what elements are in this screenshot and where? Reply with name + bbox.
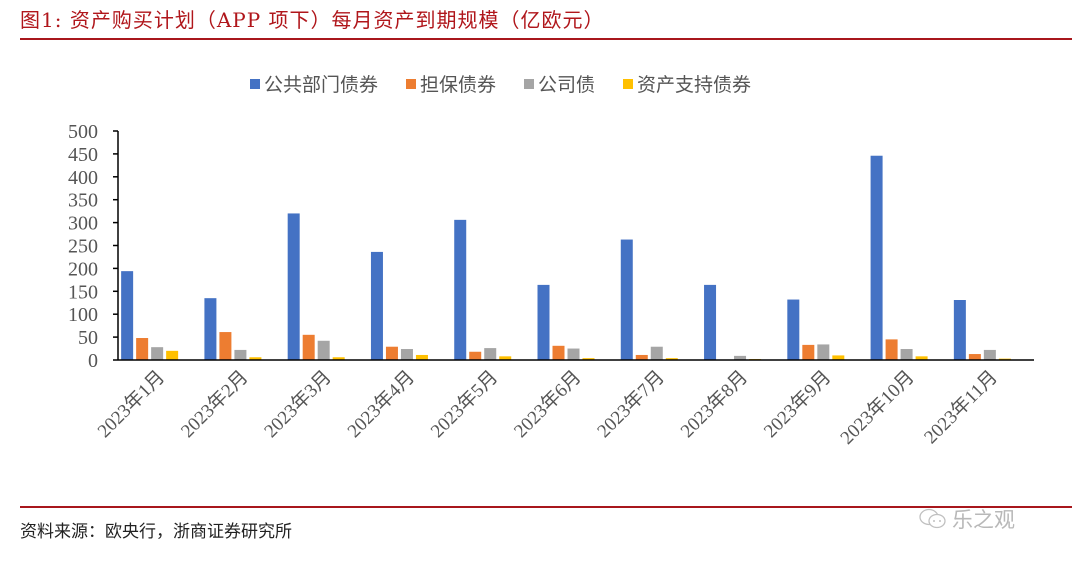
y-tick-label: 150 <box>68 281 98 303</box>
bar <box>832 355 845 360</box>
bar <box>734 355 747 360</box>
y-tick-label: 50 <box>78 327 98 349</box>
bar <box>204 298 217 360</box>
bar <box>151 347 164 360</box>
chart-legend: 公共部门债券 担保债券 公司债 资产支持债券 <box>250 70 751 97</box>
bar <box>302 334 315 360</box>
x-tick-label: 2023年3月 <box>260 366 336 442</box>
bar <box>469 351 482 360</box>
y-tick-label: 100 <box>68 304 98 326</box>
bar <box>983 349 996 360</box>
bar <box>620 239 633 360</box>
bar <box>915 356 928 360</box>
y-tick-label: 0 <box>88 350 98 372</box>
bar <box>166 350 179 360</box>
bar <box>635 354 648 360</box>
watermark-text: 乐之观 <box>952 508 1015 532</box>
bar <box>400 349 413 360</box>
figure-title: 图1: 资产购买计划（APP 项下）每月资产到期规模（亿欧元） <box>20 8 605 32</box>
legend-swatch-icon <box>524 78 535 89</box>
legend-swatch-icon <box>250 78 260 89</box>
x-tick-label: 2023年1月 <box>93 366 169 442</box>
y-tick-label: 450 <box>68 144 98 166</box>
bar <box>317 340 330 360</box>
legend-item-abs: 资产支持债券 <box>623 70 751 97</box>
x-tick-label: 2023年8月 <box>676 366 752 442</box>
bar <box>484 348 497 360</box>
bar <box>136 338 149 360</box>
source-note: 资料来源：欧央行，浙商证券研究所 <box>20 522 292 542</box>
title-divider <box>20 38 1072 40</box>
legend-item-covered-bonds: 担保债券 <box>406 70 496 97</box>
bar <box>567 348 580 360</box>
bar <box>415 354 428 360</box>
watermark: 乐之观 <box>918 504 1015 534</box>
y-tick-label: 400 <box>68 167 98 189</box>
footer-divider <box>20 506 1072 508</box>
bar <box>249 357 262 360</box>
bar <box>582 358 595 360</box>
bar <box>802 344 815 360</box>
x-tick-label: 2023年6月 <box>510 366 586 442</box>
bar <box>885 339 898 360</box>
legend-label: 公共部门债券 <box>264 74 379 96</box>
bar <box>817 344 830 360</box>
bar <box>650 346 663 360</box>
y-tick-label: 300 <box>68 213 98 235</box>
legend-label: 担保债券 <box>420 74 497 96</box>
bar <box>968 354 981 360</box>
bar <box>332 357 345 360</box>
bar <box>704 284 717 360</box>
x-axis: 2023年1月 2023年2月 2023年3月 2023年4月 2023年5月 2023年… <box>93 359 1034 449</box>
wechat-icon <box>919 508 946 529</box>
legend-label: 资产支持债券 <box>637 74 752 96</box>
y-tick-label: 500 <box>68 121 98 143</box>
x-tick-label: 2023年9月 <box>759 366 835 442</box>
legend-item-public-sector: 公共部门债券 <box>250 70 378 97</box>
bar <box>900 349 913 360</box>
bar <box>121 271 134 360</box>
bar <box>385 346 398 360</box>
x-tick-label: 2023年11月 <box>920 366 1002 448</box>
legend-swatch-icon <box>406 78 417 89</box>
x-tick-label: 2023年10月 <box>836 366 919 449</box>
x-tick-label: 2023年2月 <box>176 366 252 442</box>
bar <box>787 299 800 360</box>
bar-series <box>121 155 1011 360</box>
bar <box>287 213 300 360</box>
y-tick-label: 200 <box>68 258 98 280</box>
bar <box>219 332 232 360</box>
y-tick-label: 350 <box>68 190 98 212</box>
legend-item-corporate-bonds: 公司债 <box>524 70 595 97</box>
bar <box>370 251 383 360</box>
legend-label: 公司债 <box>538 74 596 96</box>
bar <box>499 356 512 360</box>
bar <box>953 300 966 360</box>
bar <box>665 358 678 360</box>
legend-swatch-icon <box>623 78 634 89</box>
bar <box>234 349 247 360</box>
bar <box>537 284 550 360</box>
x-tick-label: 2023年5月 <box>426 366 502 442</box>
x-tick-label: 2023年7月 <box>593 366 669 442</box>
y-tick-label: 250 <box>68 236 98 258</box>
x-tick-label: 2023年4月 <box>343 366 419 442</box>
bar <box>454 219 467 360</box>
bar <box>552 345 565 360</box>
bar <box>870 155 883 360</box>
